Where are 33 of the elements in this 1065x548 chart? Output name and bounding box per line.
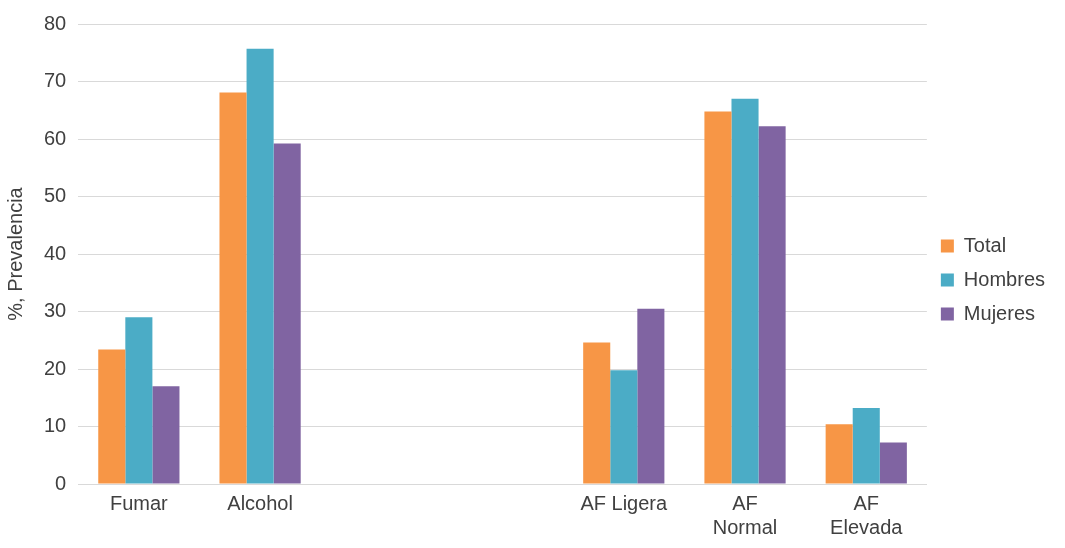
bar xyxy=(152,386,180,484)
bar xyxy=(852,408,880,484)
y-tick-label: 70 xyxy=(44,69,67,92)
bar xyxy=(758,126,786,484)
y-tick-label: 60 xyxy=(44,126,67,149)
x-tick-label: Fumar xyxy=(109,491,169,514)
bar xyxy=(637,308,665,484)
bar xyxy=(246,48,274,484)
y-tick-label: 50 xyxy=(44,184,67,207)
y-axis-title: %, Prevalencia xyxy=(3,186,26,321)
bar xyxy=(219,92,247,484)
bar xyxy=(825,424,853,484)
y-tick-label: 40 xyxy=(44,241,67,264)
y-tick-label: 20 xyxy=(44,356,67,379)
bar xyxy=(125,317,153,484)
legend-label: Mujeres xyxy=(963,301,1036,324)
y-tick-label: 80 xyxy=(44,11,67,34)
y-tick-label: 30 xyxy=(44,299,67,322)
bar xyxy=(879,442,907,484)
bar xyxy=(731,98,759,484)
y-tick-label: 10 xyxy=(44,414,67,437)
bar xyxy=(610,370,638,484)
legend-label: Total xyxy=(963,233,1007,256)
bar xyxy=(273,143,301,484)
y-tick-label: 0 xyxy=(55,471,67,494)
x-tick-label: Alcohol xyxy=(227,491,293,514)
x-tick-label: AF Elevada xyxy=(830,491,904,538)
x-tick-label: AF Ligera xyxy=(580,491,669,514)
bar xyxy=(704,111,732,484)
legend-label: Hombres xyxy=(963,267,1046,290)
bar xyxy=(98,349,126,484)
x-tick-label: AF Normal xyxy=(712,491,778,538)
bar xyxy=(583,342,611,484)
